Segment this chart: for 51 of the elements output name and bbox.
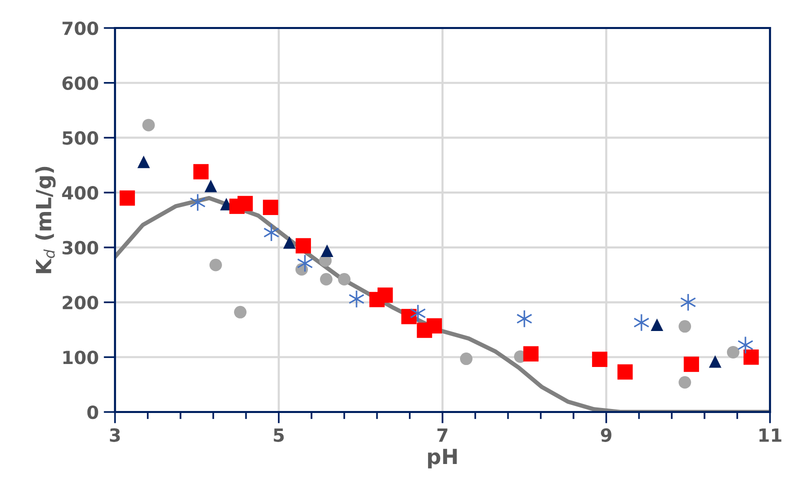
point [190,194,206,211]
point [410,304,426,322]
x-tick-label: 3 [110,428,120,442]
point [744,350,759,365]
point [678,376,692,389]
point [678,320,692,333]
point [426,318,442,334]
point [320,244,334,257]
y-tick-label: 300 [62,240,98,255]
x-tick-label: 9 [600,428,612,442]
x-tick-label: 11 [759,428,782,442]
point [738,336,754,354]
point [338,272,350,286]
point [708,355,722,368]
x-tick-label: 7 [437,428,448,442]
point [238,196,253,212]
point [264,224,279,241]
point [120,190,135,206]
point [617,364,633,380]
point [460,352,472,366]
y-tick-label: 100 [63,350,98,364]
point [209,258,222,272]
point [137,156,150,168]
point [680,294,696,311]
point [523,346,539,362]
point [516,310,532,328]
point [296,238,311,254]
y-tick-label: 0 [87,405,98,420]
point [684,356,700,372]
point [726,346,740,358]
point [650,318,664,332]
point [142,118,155,132]
point [193,164,209,180]
point [283,236,296,249]
y-tick-label: 500 [62,131,98,145]
y-tick-label: 600 [62,76,98,90]
point [204,180,218,192]
point [592,352,608,367]
y-tick-label: 200 [62,296,98,310]
y-axis-title: K$_{d}$ (mL/g) [35,166,56,274]
point [634,314,650,331]
y-tick-label: 700 [62,21,98,36]
x-tick-label: 5 [274,428,284,442]
x-axis-title: pH [428,448,457,468]
point [262,200,278,216]
point [297,255,313,272]
point [320,272,332,286]
point [234,306,247,318]
point [378,288,393,303]
point [348,290,364,308]
y-tick-label: 400 [62,186,98,200]
